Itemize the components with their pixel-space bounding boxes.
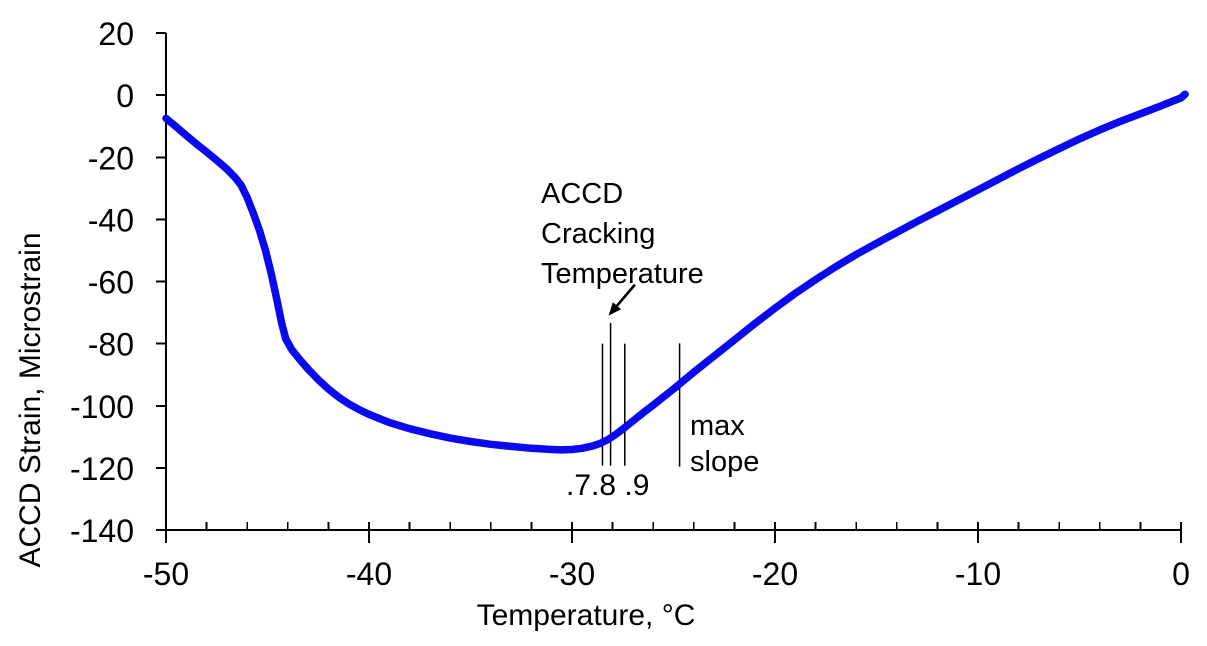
y-tick-label: -80 (88, 327, 134, 363)
cracking-label-line-1: ACCD (541, 178, 623, 210)
y-tick-label: -120 (70, 451, 134, 487)
cracking-label-line-2: Cracking (541, 218, 655, 250)
x-tick-label: -50 (143, 556, 189, 592)
y-tick-label: 0 (116, 78, 134, 114)
max-slope-label-line-2: slope (690, 446, 759, 478)
y-tick-label: -20 (88, 140, 134, 176)
cracking-label-line-3: Temperature (541, 258, 704, 290)
x-tick-label: -30 (549, 556, 595, 592)
y-tick-label: -40 (88, 202, 134, 238)
y-tick-label: -140 (70, 513, 134, 549)
x-tick-label: -40 (346, 556, 392, 592)
x-tick-label: -20 (752, 556, 798, 592)
annotation-arrow-shaft (614, 283, 636, 309)
max-slope-label-line-1: max (690, 410, 745, 442)
y-tick-label: -60 (88, 265, 134, 301)
y-axis-title: ACCD Strain, Microstrain (14, 232, 47, 567)
strain-curve (162, 90, 1189, 454)
x-tick-label: -10 (955, 556, 1001, 592)
slope-fraction-labels: .7.8 .9 (566, 469, 649, 502)
y-tick-label: 20 (98, 16, 134, 52)
annotation-arrow-head-icon (608, 302, 622, 316)
y-tick-label: -100 (70, 389, 134, 425)
x-tick-label: 0 (1172, 556, 1190, 592)
x-axis-title: Temperature, °C (477, 599, 696, 632)
